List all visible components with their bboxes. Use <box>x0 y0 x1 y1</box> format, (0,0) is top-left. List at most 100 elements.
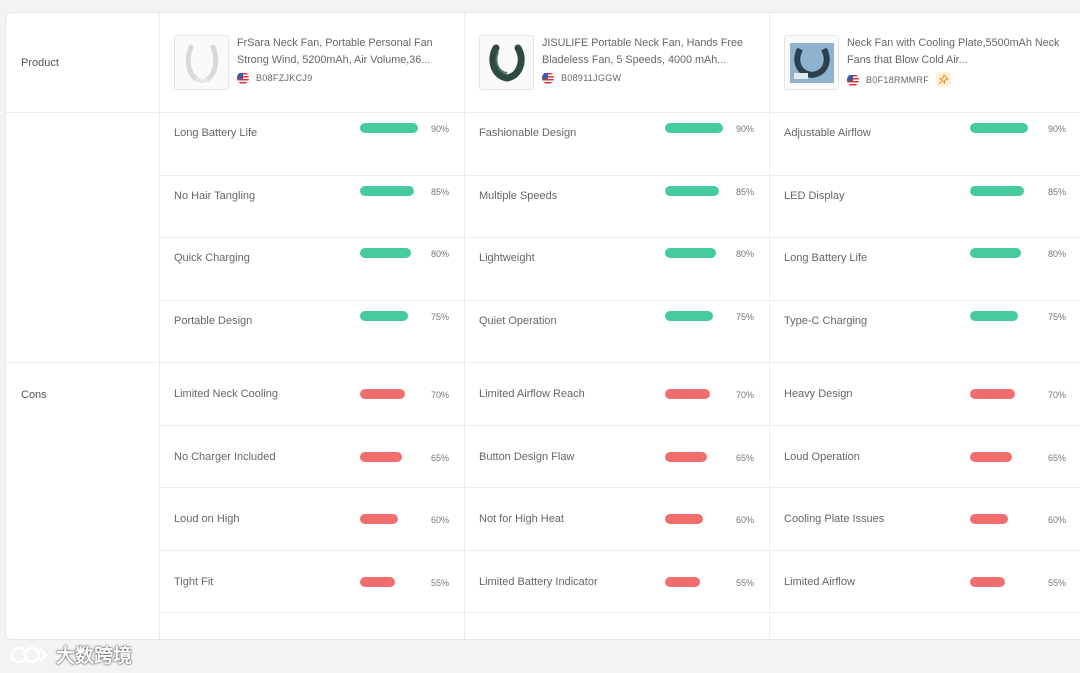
pros-item-name: Long Battery Life <box>174 127 258 139</box>
cons-item-name: Button Malfunction <box>784 638 875 639</box>
product-image-1[interactable] <box>479 35 534 90</box>
cons-score-percent: 70% <box>430 390 449 400</box>
pros-item-name: Quiet Operation <box>479 314 557 327</box>
pros-score-bar <box>970 248 1021 258</box>
cons-score-percent: 60% <box>430 515 449 525</box>
pros-item-name: Multiple Speeds <box>479 189 558 202</box>
pros-item: Quiet Operation 75% <box>465 300 770 363</box>
cons-item-name: Loud on High <box>174 513 240 525</box>
pros-score-bar <box>360 310 408 321</box>
cons-score-bar <box>665 451 707 462</box>
us-flag-icon <box>847 74 859 86</box>
cons-score-percent: 60% <box>1047 515 1066 525</box>
pros-score-percent: 75% <box>1047 311 1066 322</box>
pros-score-bar <box>665 310 713 321</box>
pros-item: LED Display 85% <box>770 176 1080 238</box>
cons-score-bar <box>360 639 392 640</box>
us-flag-icon <box>542 72 554 84</box>
pros-score-percent: 80% <box>1047 249 1066 259</box>
pros-score-bar <box>970 123 1028 133</box>
cons-score-percent: 70% <box>1047 390 1066 400</box>
cons-item: Loud Operation 65% <box>770 426 1080 488</box>
cons-item: Airflow Gaps50% <box>160 613 465 640</box>
product-image-0[interactable] <box>174 35 229 90</box>
cons-item-name: Limited Battery Indicator <box>479 575 598 588</box>
comparison-grid: Product FrSara Neck Fan, Portable Person… <box>6 13 1080 640</box>
pros-item-name: Long Battery Life <box>784 252 868 264</box>
pros-item: Adjustable Airflow 90% <box>770 113 1080 176</box>
product-asin-2[interactable]: B0F18RMMRF <box>866 74 930 85</box>
product-title-0[interactable]: FrSara Neck Fan, Portable Personal Fan S… <box>237 37 433 66</box>
cons-score-bar <box>360 451 402 462</box>
product-title-1[interactable]: JISULIFE Portable Neck Fan, Hands Free B… <box>542 37 744 66</box>
cons-item: Button Design Flaw 65% <box>465 425 770 488</box>
pros-score-bar <box>970 185 1024 196</box>
cons-item: Limited Airflow Reach 70% <box>465 363 770 426</box>
watermark: 大数跨境 <box>10 641 132 668</box>
pros-item-name: Fashionable Design <box>479 127 577 139</box>
product-card-2[interactable]: Neck Fan with Cooling Plate,5500mAh Neck… <box>770 13 1080 113</box>
cons-score-percent: 60% <box>735 515 754 525</box>
pros-score-bar <box>665 123 723 133</box>
cons-score-percent: 70% <box>735 390 754 400</box>
cons-score-bar <box>970 389 1015 399</box>
pros-score-bar <box>665 248 716 258</box>
cons-score-bar <box>970 639 1002 640</box>
cons-score-bar <box>665 514 703 524</box>
cons-score-bar <box>665 389 710 399</box>
cons-score-bar <box>360 389 405 399</box>
cons-item: Inconsistent Features50% <box>465 613 770 640</box>
pros-score-bar <box>360 123 418 133</box>
product-image-2[interactable] <box>784 35 839 90</box>
cons-item-name: Limited Airflow <box>784 575 855 588</box>
cons-score-bar <box>665 576 700 587</box>
pros-score-percent: 80% <box>430 249 449 259</box>
pros-label-cell <box>6 113 160 363</box>
product-title-2[interactable]: Neck Fan with Cooling Plate,5500mAh Neck… <box>847 37 1060 66</box>
pros-score-percent: 80% <box>735 249 754 259</box>
pros-item-name: Type-C Charging <box>784 314 868 327</box>
cons-item-name: No Charger Included <box>174 450 276 463</box>
pin-icon[interactable] <box>936 72 952 87</box>
pros-score-bar <box>360 248 411 258</box>
cons-item-name: Limited Airflow Reach <box>479 388 585 400</box>
cons-item: Limited Neck Cooling 70% <box>160 363 465 426</box>
pros-score-percent: 85% <box>1047 186 1066 197</box>
cons-item: Limited Airflow 55% <box>770 551 1080 613</box>
product-asin-0[interactable]: B08FZJKCJ9 <box>256 73 313 83</box>
cons-item: Cooling Plate Issues 60% <box>770 488 1080 551</box>
pros-score-percent: 90% <box>1047 124 1066 134</box>
cons-item-name: Heavy Design <box>784 388 853 400</box>
cons-score-bar <box>665 639 697 640</box>
cons-label-cell: Cons <box>6 363 160 639</box>
watermark-text: 大数跨境 <box>56 646 133 667</box>
pros-score-percent: 85% <box>735 186 754 197</box>
watermark-logo-icon <box>10 646 48 663</box>
pros-item: Type-C Charging 75% <box>770 301 1080 363</box>
cons-item-name: Loud Operation <box>784 450 860 463</box>
product-card-1[interactable]: JISULIFE Portable Neck Fan, Hands Free B… <box>465 13 770 113</box>
pros-score-percent: 75% <box>430 311 449 322</box>
cons-item-name: Airflow Gaps <box>174 638 236 639</box>
product-asin-1[interactable]: B08911JGGW <box>561 73 622 83</box>
cons-item-name: Limited Neck Cooling <box>174 388 278 400</box>
cons-item: Tight Fit 55% <box>160 550 465 613</box>
pros-item: Quick Charging 80% <box>160 238 465 301</box>
pros-item: Multiple Speeds 85% <box>465 175 770 238</box>
cons-score-bar <box>970 451 1012 462</box>
pros-item: No Hair Tangling 85% <box>160 175 465 238</box>
pros-item-name: Lightweight <box>479 252 535 264</box>
pros-item: Long Battery Life 90% <box>160 113 465 176</box>
pros-item: Fashionable Design 90% <box>465 113 770 176</box>
pros-item: Long Battery Life 80% <box>770 238 1080 301</box>
pros-score-percent: 75% <box>735 311 754 322</box>
cons-score-percent: 65% <box>1047 452 1066 463</box>
cons-item-name: Tight Fit <box>174 575 214 588</box>
product-card-0[interactable]: FrSara Neck Fan, Portable Personal Fan S… <box>160 13 465 113</box>
pros-item-name: No Hair Tangling <box>174 189 256 202</box>
cons-score-percent: 65% <box>430 452 449 463</box>
cons-item-name: Not for High Heat <box>479 513 564 525</box>
pros-item-name: Adjustable Airflow <box>784 127 871 139</box>
cons-item: Not for High Heat 60% <box>465 488 770 551</box>
cons-score-bar <box>970 576 1005 587</box>
